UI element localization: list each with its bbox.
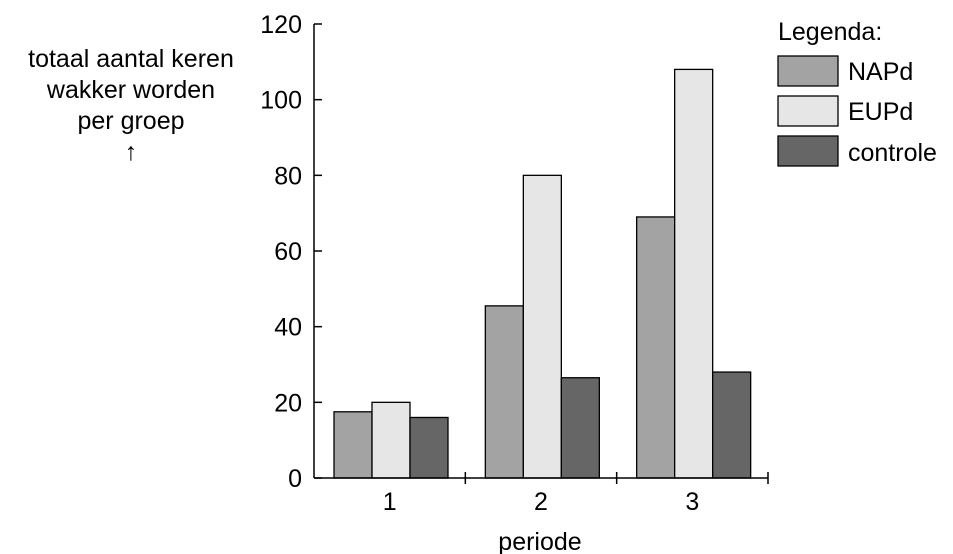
y-tick-label-100: 100 xyxy=(260,87,302,115)
y-axis-label-line-2: wakker worden xyxy=(46,76,216,104)
y-tick-label-80: 80 xyxy=(274,162,302,190)
legend: Legenda: NAPd EUPd controle xyxy=(777,18,937,167)
y-axis-label-line-1: totaal aantal keren xyxy=(28,45,234,73)
plot-area: 0 20 40 60 80 100 120 1 2 3 xyxy=(260,11,769,516)
legend-label-eupd: EUPd xyxy=(848,98,913,126)
y-tick-label-120: 120 xyxy=(260,11,302,39)
legend-title: Legenda: xyxy=(778,18,882,46)
legend-label-napd: NAPd xyxy=(848,58,913,86)
x-tick-label-1: 1 xyxy=(383,488,397,516)
legend-swatch-controle xyxy=(777,135,839,167)
y-axis-label-line-3: per groep xyxy=(77,107,185,135)
legend-swatch-eupd xyxy=(777,95,839,127)
bar-eupd-periode-2 xyxy=(522,174,562,479)
y-axis-arrow-icon: ↑ xyxy=(124,138,138,166)
bar-napd-periode-3 xyxy=(636,216,676,479)
bar-eupd-periode-1 xyxy=(371,401,411,479)
y-tick-label-60: 60 xyxy=(274,238,302,266)
bar-napd-periode-1 xyxy=(333,411,373,479)
x-tick-label-2: 2 xyxy=(534,488,548,516)
bar-controle-periode-3 xyxy=(712,371,752,479)
x-axis-label: periode xyxy=(498,528,581,554)
y-tick-label-0: 0 xyxy=(288,465,302,493)
y-axis-label: totaal aantal keren wakker worden per gr… xyxy=(0,44,262,168)
bar-controle-periode-1 xyxy=(409,416,449,479)
legend-swatch-napd xyxy=(777,55,839,87)
bar-napd-periode-2 xyxy=(484,305,524,479)
legend-label-controle: controle xyxy=(848,139,937,167)
bar-eupd-periode-3 xyxy=(674,68,714,479)
bar-controle-periode-2 xyxy=(560,377,600,479)
x-tick-label-3: 3 xyxy=(685,488,699,516)
y-tick-label-40: 40 xyxy=(274,314,302,342)
y-tick-label-20: 20 xyxy=(274,389,302,417)
